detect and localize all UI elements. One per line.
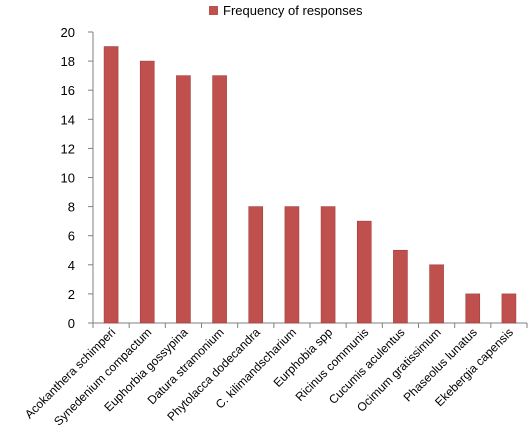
- y-tick-label: 6: [68, 229, 75, 244]
- y-tick-label: 0: [68, 316, 75, 331]
- y-tick-label: 4: [68, 258, 75, 273]
- legend-label: Frequency of responses: [223, 3, 363, 18]
- y-axis: 0 2 4 6 8 10 12 14 16 18 20: [61, 25, 94, 331]
- bar: [103, 46, 119, 324]
- legend-swatch: [209, 6, 218, 15]
- y-tick-label: 20: [61, 25, 75, 40]
- y-tick-label: 2: [68, 287, 75, 302]
- y-tick-label: 16: [61, 83, 75, 98]
- bar: [320, 206, 336, 324]
- bar: [465, 293, 481, 324]
- bar: [429, 264, 444, 324]
- bar: [248, 206, 264, 324]
- bar: [393, 249, 408, 324]
- bar: [176, 75, 191, 324]
- bar: [212, 75, 227, 324]
- bar: [284, 206, 300, 324]
- y-tick-label: 18: [61, 54, 75, 69]
- y-tick-label: 10: [61, 171, 75, 186]
- y-tick-label: 12: [61, 141, 75, 156]
- bar: [356, 220, 372, 324]
- bar: [139, 60, 155, 324]
- legend: Frequency of responses: [209, 3, 363, 18]
- y-tick-label: 8: [68, 200, 75, 215]
- y-tick-label: 14: [61, 112, 75, 127]
- bar-series: [103, 46, 517, 324]
- bar: [501, 293, 517, 324]
